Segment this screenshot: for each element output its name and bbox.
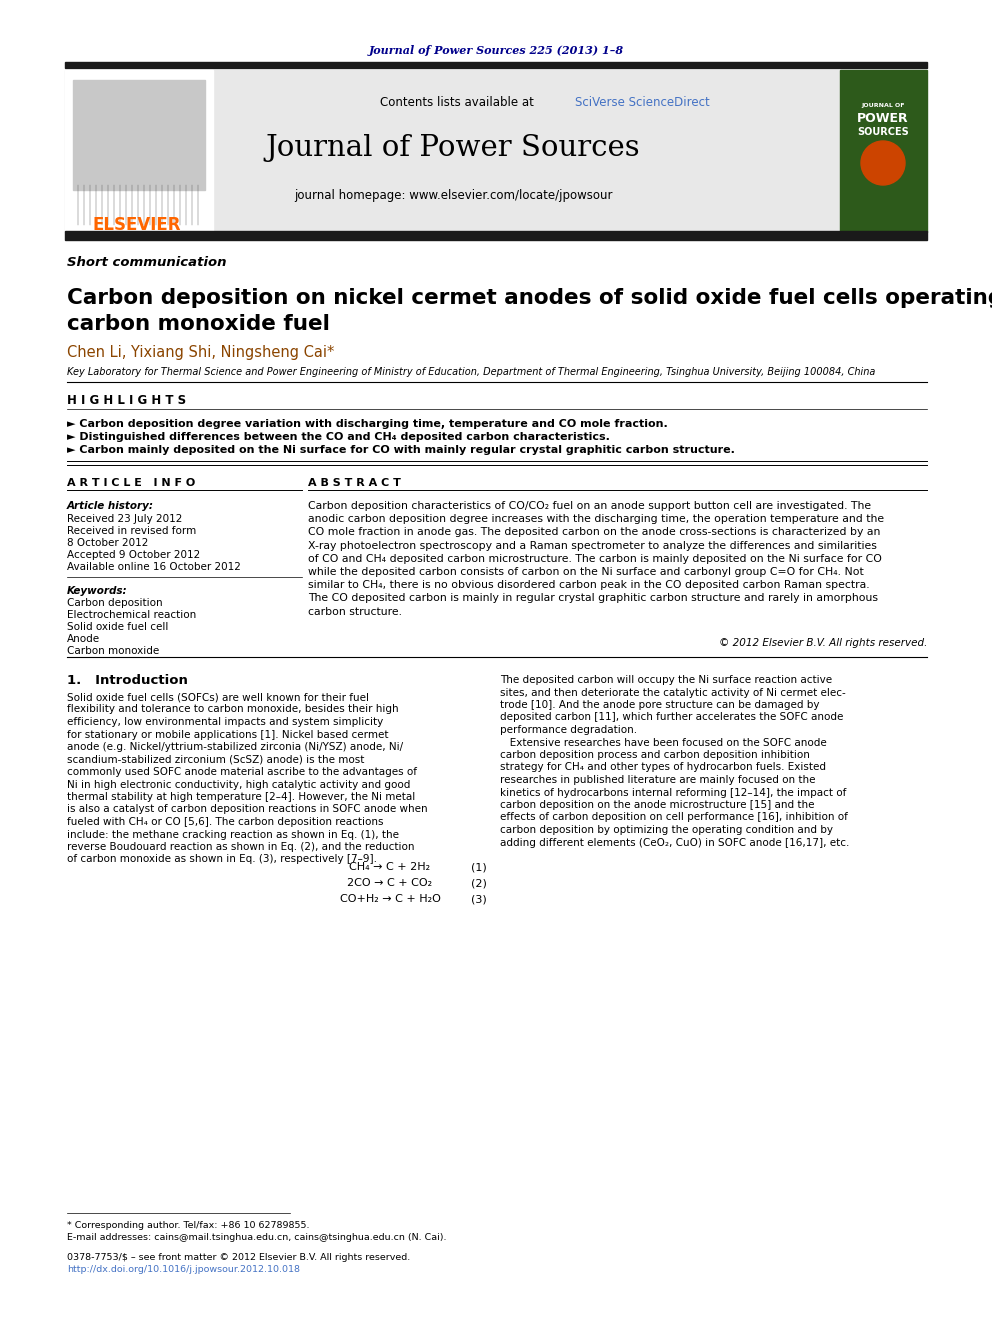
Text: POWER: POWER <box>857 111 909 124</box>
Text: E-mail addresses: cains@mail.tsinghua.edu.cn, cains@tsinghua.edu.cn (N. Cai).: E-mail addresses: cains@mail.tsinghua.ed… <box>67 1233 446 1241</box>
Text: ELSEVIER: ELSEVIER <box>92 216 182 234</box>
Text: scandium-stabilized zirconium (ScSZ) anode) is the most: scandium-stabilized zirconium (ScSZ) ano… <box>67 754 364 765</box>
Text: include: the methane cracking reaction as shown in Eq. (1), the: include: the methane cracking reaction a… <box>67 830 399 840</box>
Text: Accepted 9 October 2012: Accepted 9 October 2012 <box>67 550 200 560</box>
Text: H I G H L I G H T S: H I G H L I G H T S <box>67 394 186 407</box>
Text: 1.   Introduction: 1. Introduction <box>67 673 187 687</box>
Bar <box>65 70 840 232</box>
Text: Journal of Power Sources 225 (2013) 1–8: Journal of Power Sources 225 (2013) 1–8 <box>368 45 624 56</box>
Text: strategy for CH₄ and other types of hydrocarbon fuels. Existed: strategy for CH₄ and other types of hydr… <box>500 762 826 773</box>
Text: A R T I C L E   I N F O: A R T I C L E I N F O <box>67 478 195 488</box>
Text: Short communication: Short communication <box>67 257 226 270</box>
Text: flexibility and tolerance to carbon monoxide, besides their high: flexibility and tolerance to carbon mono… <box>67 705 399 714</box>
Text: http://dx.doi.org/10.1016/j.jpowsour.2012.10.018: http://dx.doi.org/10.1016/j.jpowsour.201… <box>67 1266 300 1274</box>
Text: Anode: Anode <box>67 634 100 644</box>
Bar <box>840 70 927 232</box>
Text: journal homepage: www.elsevier.com/locate/jpowsour: journal homepage: www.elsevier.com/locat… <box>294 188 612 201</box>
Text: effects of carbon deposition on cell performance [16], inhibition of: effects of carbon deposition on cell per… <box>500 812 848 823</box>
Text: of CO and CH₄ deposited carbon microstructure. The carbon is mainly deposited on: of CO and CH₄ deposited carbon microstru… <box>308 554 882 564</box>
Text: is also a catalyst of carbon deposition reactions in SOFC anode when: is also a catalyst of carbon deposition … <box>67 804 428 815</box>
Text: Key Laboratory for Thermal Science and Power Engineering of Ministry of Educatio: Key Laboratory for Thermal Science and P… <box>67 366 875 377</box>
Text: © 2012 Elsevier B.V. All rights reserved.: © 2012 Elsevier B.V. All rights reserved… <box>718 638 927 648</box>
Text: fueled with CH₄ or CO [5,6]. The carbon deposition reactions: fueled with CH₄ or CO [5,6]. The carbon … <box>67 818 384 827</box>
Text: Solid oxide fuel cells (SOFCs) are well known for their fuel: Solid oxide fuel cells (SOFCs) are well … <box>67 692 369 703</box>
Text: thermal stability at high temperature [2–4]. However, the Ni metal: thermal stability at high temperature [2… <box>67 792 416 802</box>
Text: Chen Li, Yixiang Shi, Ningsheng Cai*: Chen Li, Yixiang Shi, Ningsheng Cai* <box>67 344 334 360</box>
Text: kinetics of hydrocarbons internal reforming [12–14], the impact of: kinetics of hydrocarbons internal reform… <box>500 787 846 798</box>
Text: deposited carbon [11], which further accelerates the SOFC anode: deposited carbon [11], which further acc… <box>500 713 843 722</box>
Text: performance degradation.: performance degradation. <box>500 725 637 736</box>
Text: researches in published literature are mainly focused on the: researches in published literature are m… <box>500 775 815 785</box>
Text: 2CO → C + CO₂: 2CO → C + CO₂ <box>347 878 433 888</box>
Text: (1): (1) <box>471 863 487 872</box>
Text: JOURNAL OF: JOURNAL OF <box>861 102 905 107</box>
Bar <box>65 62 927 67</box>
Text: anodic carbon deposition degree increases with the discharging time, the operati: anodic carbon deposition degree increase… <box>308 515 884 524</box>
Text: ► Distinguished differences between the CO and CH₄ deposited carbon characterist: ► Distinguished differences between the … <box>67 433 610 442</box>
Text: efficiency, low environmental impacts and system simplicity: efficiency, low environmental impacts an… <box>67 717 383 728</box>
Text: carbon deposition on the anode microstructure [15] and the: carbon deposition on the anode microstru… <box>500 800 814 810</box>
Text: ► Carbon deposition degree variation with discharging time, temperature and CO m: ► Carbon deposition degree variation wit… <box>67 419 668 429</box>
Text: (2): (2) <box>471 878 487 888</box>
Text: Keywords:: Keywords: <box>67 586 128 595</box>
Text: sites, and then deteriorate the catalytic activity of Ni cermet elec-: sites, and then deteriorate the catalyti… <box>500 688 846 697</box>
Text: commonly used SOFC anode material ascribe to the advantages of: commonly used SOFC anode material ascrib… <box>67 767 417 777</box>
Text: A B S T R A C T: A B S T R A C T <box>308 478 401 488</box>
Text: carbon monoxide fuel: carbon monoxide fuel <box>67 314 330 333</box>
Text: Received in revised form: Received in revised form <box>67 527 196 536</box>
Text: similar to CH₄, there is no obvious disordered carbon peak in the CO deposited c: similar to CH₄, there is no obvious diso… <box>308 581 870 590</box>
Text: carbon deposition by optimizing the operating condition and by: carbon deposition by optimizing the oper… <box>500 826 833 835</box>
Text: carbon structure.: carbon structure. <box>308 607 402 617</box>
Text: Ni in high electronic conductivity, high catalytic activity and good: Ni in high electronic conductivity, high… <box>67 779 411 790</box>
Text: * Corresponding author. Tel/fax: +86 10 62789855.: * Corresponding author. Tel/fax: +86 10 … <box>67 1221 310 1229</box>
Bar <box>65 232 927 239</box>
Text: Carbon deposition on nickel cermet anodes of solid oxide fuel cells operating on: Carbon deposition on nickel cermet anode… <box>67 288 992 308</box>
Text: reverse Boudouard reaction as shown in Eq. (2), and the reduction: reverse Boudouard reaction as shown in E… <box>67 841 415 852</box>
Bar <box>73 79 205 191</box>
Text: CO+H₂ → C + H₂O: CO+H₂ → C + H₂O <box>339 894 440 904</box>
Text: Carbon deposition: Carbon deposition <box>67 598 163 609</box>
Text: trode [10]. And the anode pore structure can be damaged by: trode [10]. And the anode pore structure… <box>500 700 819 710</box>
Text: 8 October 2012: 8 October 2012 <box>67 538 149 548</box>
Text: while the deposited carbon consists of carbon on the Ni surface and carbonyl gro: while the deposited carbon consists of c… <box>308 568 864 577</box>
Text: ► Carbon mainly deposited on the Ni surface for CO with mainly regular crystal g: ► Carbon mainly deposited on the Ni surf… <box>67 445 735 455</box>
Bar <box>65 70 213 232</box>
Text: SOURCES: SOURCES <box>857 127 909 138</box>
Text: Electrochemical reaction: Electrochemical reaction <box>67 610 196 620</box>
Text: The deposited carbon will occupy the Ni surface reaction active: The deposited carbon will occupy the Ni … <box>500 675 832 685</box>
Text: The CO deposited carbon is mainly in regular crystal graphitic carbon structure : The CO deposited carbon is mainly in reg… <box>308 594 878 603</box>
Text: Article history:: Article history: <box>67 501 154 511</box>
Text: anode (e.g. Nickel/yttrium-stabilized zirconia (Ni/YSZ) anode, Ni/: anode (e.g. Nickel/yttrium-stabilized zi… <box>67 742 403 751</box>
Text: Extensive researches have been focused on the SOFC anode: Extensive researches have been focused o… <box>500 737 826 747</box>
Text: Available online 16 October 2012: Available online 16 October 2012 <box>67 562 241 572</box>
Text: CH₄ → C + 2H₂: CH₄ → C + 2H₂ <box>349 863 431 872</box>
Text: for stationary or mobile applications [1]. Nickel based cermet: for stationary or mobile applications [1… <box>67 729 389 740</box>
Text: SciVerse ScienceDirect: SciVerse ScienceDirect <box>575 97 709 110</box>
Text: carbon deposition process and carbon deposition inhibition: carbon deposition process and carbon dep… <box>500 750 809 759</box>
Text: Carbon monoxide: Carbon monoxide <box>67 646 160 656</box>
Text: CO mole fraction in anode gas. The deposited carbon on the anode cross-sections : CO mole fraction in anode gas. The depos… <box>308 528 880 537</box>
Text: Journal of Power Sources: Journal of Power Sources <box>266 134 640 161</box>
Text: (3): (3) <box>471 894 487 904</box>
Text: Carbon deposition characteristics of CO/CO₂ fuel on an anode support button cell: Carbon deposition characteristics of CO/… <box>308 501 871 511</box>
Text: Solid oxide fuel cell: Solid oxide fuel cell <box>67 622 169 632</box>
Text: adding different elements (CeO₂, CuO) in SOFC anode [16,17], etc.: adding different elements (CeO₂, CuO) in… <box>500 837 849 848</box>
Text: 0378-7753/$ – see front matter © 2012 Elsevier B.V. All rights reserved.: 0378-7753/$ – see front matter © 2012 El… <box>67 1253 411 1262</box>
Text: X-ray photoelectron spectroscopy and a Raman spectrometer to analyze the differe: X-ray photoelectron spectroscopy and a R… <box>308 541 877 550</box>
Circle shape <box>861 142 905 185</box>
Text: Contents lists available at: Contents lists available at <box>380 97 534 110</box>
Text: Received 23 July 2012: Received 23 July 2012 <box>67 515 183 524</box>
Text: of carbon monoxide as shown in Eq. (3), respectively [7–9].: of carbon monoxide as shown in Eq. (3), … <box>67 855 377 864</box>
